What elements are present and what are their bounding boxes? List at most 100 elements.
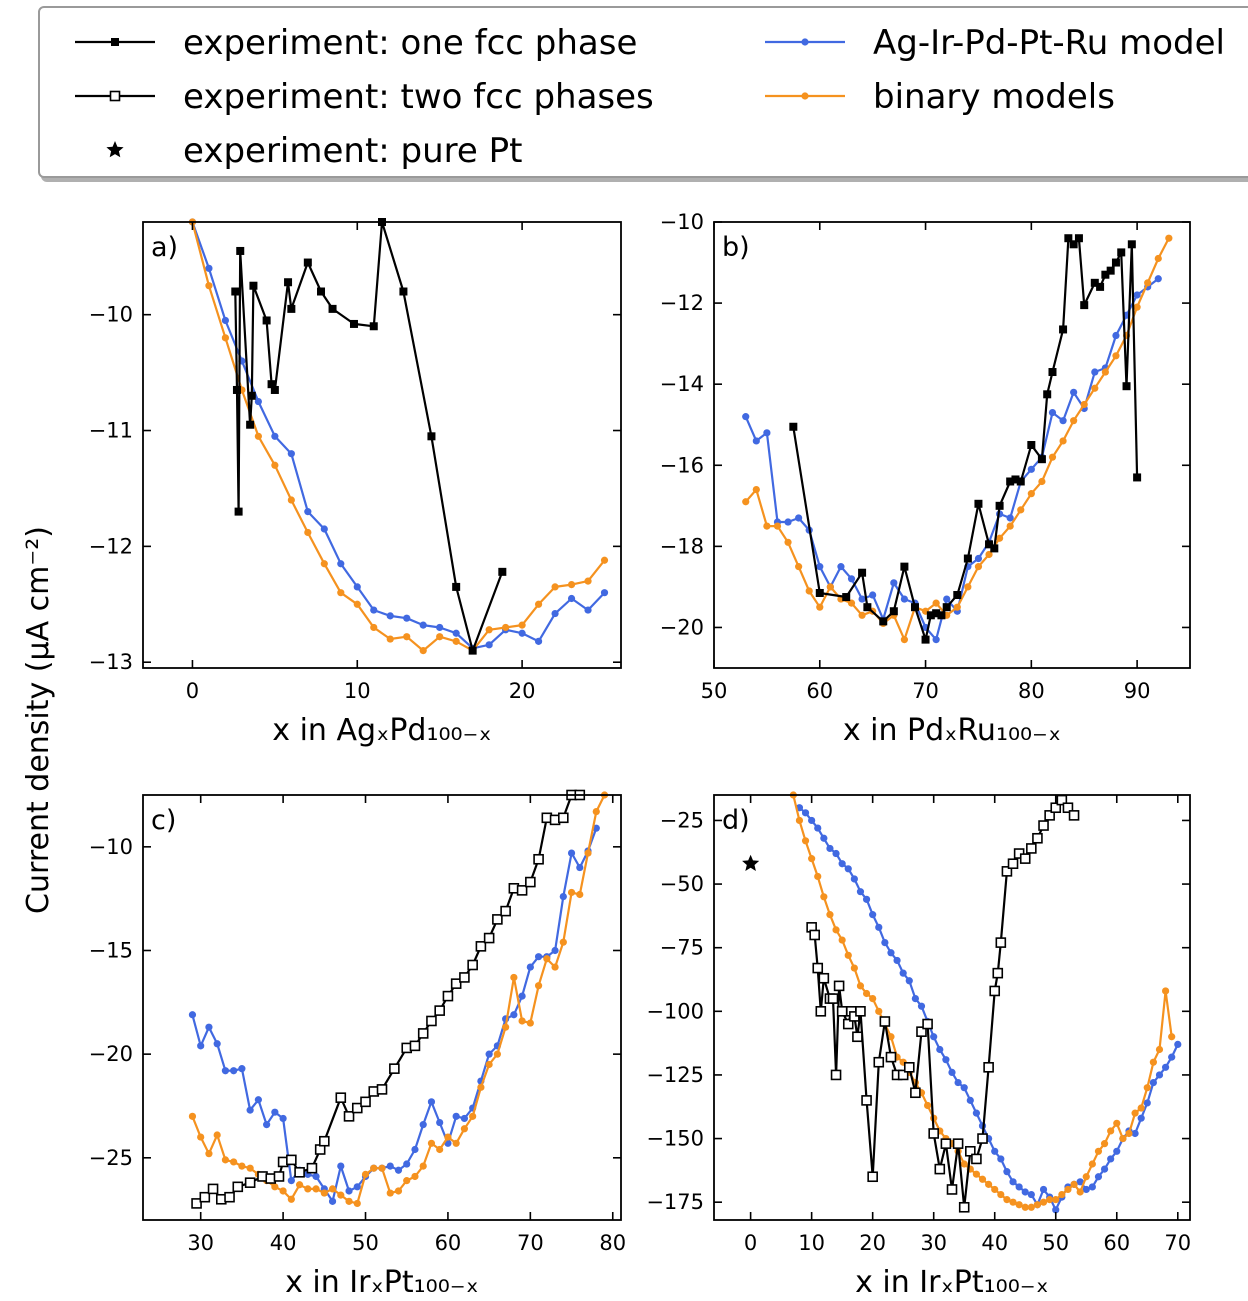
data-point — [427, 432, 436, 441]
data-point — [742, 498, 750, 506]
x-tick-label: 10 — [798, 1231, 825, 1255]
data-point — [827, 993, 839, 1004]
data-point — [1161, 1063, 1170, 1071]
data-point — [600, 589, 609, 597]
data-point — [378, 1164, 386, 1172]
y-tick-label: −20 — [660, 615, 704, 639]
data-point — [1149, 1078, 1157, 1087]
data-point — [942, 1056, 950, 1064]
data-point — [534, 600, 543, 608]
x-axis-label: x in AgₓPd₁₀₀₋ₓ — [272, 713, 491, 748]
data-point — [958, 1201, 970, 1213]
x-tick-label: 0 — [186, 679, 199, 703]
data-point — [1111, 258, 1120, 267]
data-point — [389, 1063, 400, 1074]
x-tick-label: 10 — [344, 679, 371, 703]
data-point — [1006, 477, 1015, 486]
data-point — [869, 591, 877, 599]
data-point — [847, 599, 856, 607]
data-point — [942, 603, 951, 612]
data-point — [1149, 1058, 1157, 1066]
data-point — [559, 938, 567, 946]
data-point — [1021, 1188, 1029, 1196]
data-point — [409, 1040, 421, 1052]
data-point — [502, 1023, 510, 1031]
data-point — [1026, 843, 1037, 854]
data-point — [221, 316, 230, 325]
data-point — [863, 603, 872, 612]
series-model — [188, 824, 600, 1205]
data-point — [1113, 1147, 1121, 1155]
panel-label: c) — [151, 805, 176, 836]
data-point — [434, 1005, 445, 1016]
data-point — [1076, 1188, 1084, 1196]
data-point — [370, 1164, 378, 1172]
data-point — [948, 1068, 956, 1076]
data-point — [1144, 279, 1152, 287]
data-point — [485, 1050, 493, 1058]
data-point — [1090, 278, 1099, 287]
y-tick-label: −20 — [89, 1042, 133, 1066]
data-point — [369, 322, 378, 331]
data-point — [1064, 234, 1073, 243]
data-point — [809, 929, 820, 941]
data-point — [953, 603, 961, 611]
data-point — [873, 1056, 885, 1068]
y-tick-label: −12 — [660, 291, 704, 315]
data-point — [1052, 1206, 1060, 1214]
data-point — [1112, 352, 1120, 360]
data-point — [246, 1164, 254, 1172]
data-point — [899, 969, 907, 977]
data-point — [1091, 384, 1099, 392]
data-point — [900, 636, 909, 644]
data-point — [932, 609, 941, 618]
legend-entry: experiment: one fcc phase — [75, 23, 637, 63]
data-point — [816, 603, 824, 611]
data-point — [1070, 388, 1078, 396]
data-point — [1161, 987, 1170, 995]
x-tick-label: 60 — [806, 679, 833, 703]
data-point — [319, 1135, 330, 1147]
data-point — [812, 962, 824, 974]
data-point — [1069, 240, 1078, 249]
data-point — [921, 635, 930, 644]
data-point — [320, 525, 328, 533]
data-point — [1137, 1104, 1145, 1112]
data-point — [205, 282, 213, 290]
data-point — [897, 1069, 909, 1081]
data-point — [263, 1121, 271, 1129]
data-point — [953, 591, 962, 600]
data-point — [304, 528, 312, 537]
data-point — [244, 1177, 256, 1188]
data-point — [386, 612, 394, 620]
data-point — [900, 595, 909, 603]
data-point — [850, 875, 858, 883]
data-point — [1133, 473, 1142, 482]
data-point — [533, 853, 544, 865]
data-point — [1168, 1033, 1176, 1041]
data-point — [317, 287, 326, 296]
data-point — [592, 824, 600, 832]
data-point — [1143, 1099, 1151, 1107]
data-point — [419, 1162, 427, 1170]
data-point — [820, 834, 828, 842]
data-point — [926, 611, 935, 620]
data-point — [337, 1191, 345, 1199]
data-point — [1003, 1196, 1011, 1204]
data-point — [1154, 254, 1162, 263]
data-point — [584, 849, 592, 857]
data-point — [808, 816, 816, 825]
data-point — [1048, 453, 1057, 461]
data-point — [830, 1069, 842, 1081]
data-point — [328, 304, 337, 313]
data-point — [952, 1138, 964, 1149]
data-point — [852, 1031, 863, 1043]
data-point — [559, 892, 567, 901]
data-point — [1015, 1183, 1023, 1191]
data-point — [1011, 475, 1020, 484]
data-point — [844, 865, 852, 873]
x-tick-label: 90 — [1124, 679, 1151, 703]
data-point — [1039, 1198, 1048, 1206]
data-point — [1088, 1183, 1096, 1191]
